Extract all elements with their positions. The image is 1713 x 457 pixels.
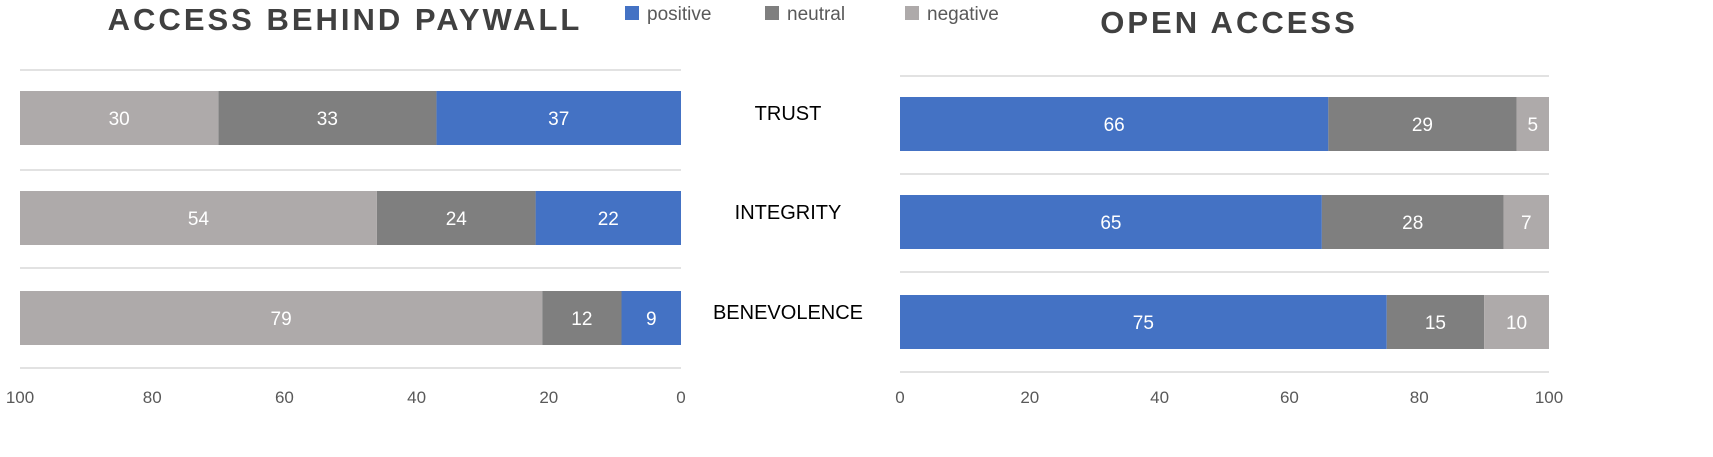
bar-negative-benevolence (1484, 295, 1549, 349)
bar-neutral-benevolence (542, 291, 622, 345)
bar-value-label: 22 (598, 209, 619, 230)
bar-positive-trust (436, 91, 681, 145)
legend-label-neutral: neutral (787, 4, 845, 25)
legend-swatch-negative (905, 6, 919, 20)
bar-value-label: 28 (1402, 213, 1423, 234)
bar-neutral-integrity (376, 191, 536, 245)
bar-negative-trust (1516, 97, 1549, 151)
x-tick-label: 40 (1150, 388, 1169, 407)
bar-value-label: 10 (1506, 313, 1527, 334)
legend-label-negative: negative (927, 4, 999, 25)
bar-positive-benevolence (900, 295, 1387, 349)
x-tick-label: 80 (143, 388, 162, 407)
legend-swatch-neutral (765, 6, 779, 20)
category-label-benevolence: BENEVOLENCE (713, 302, 863, 324)
category-label-integrity: INTEGRITY (735, 202, 842, 224)
panel-title-0: ACCESS BEHIND PAYWALL (108, 2, 583, 37)
category-label-trust: TRUST (755, 103, 822, 125)
bar-positive-benevolence (621, 291, 681, 345)
bar-value-label: 79 (271, 309, 292, 330)
bar-positive-integrity (535, 191, 681, 245)
x-tick-label: 40 (407, 388, 426, 407)
x-tick-label: 80 (1410, 388, 1429, 407)
bar-negative-trust (20, 91, 219, 145)
bar-neutral-trust (1328, 97, 1517, 151)
bar-neutral-trust (218, 91, 437, 145)
legend-label-positive: positive (647, 4, 711, 25)
bar-negative-benevolence (20, 291, 543, 345)
x-tick-label: 60 (275, 388, 294, 407)
bar-value-label: 24 (446, 209, 468, 230)
x-tick-label: 100 (6, 388, 34, 407)
panel-title-1: OPEN ACCESS (1100, 5, 1358, 40)
bar-positive-integrity (900, 195, 1322, 249)
bar-neutral-benevolence (1386, 295, 1485, 349)
x-tick-label: 0 (895, 388, 904, 407)
x-tick-label: 100 (1535, 388, 1563, 407)
bar-negative-integrity (1503, 195, 1549, 249)
x-tick-label: 20 (539, 388, 558, 407)
bar-negative-integrity (20, 191, 377, 245)
bar-value-label: 33 (317, 109, 338, 130)
bar-value-label: 5 (1527, 115, 1538, 136)
x-tick-label: 60 (1280, 388, 1299, 407)
x-tick-label: 0 (676, 388, 685, 407)
bar-value-label: 75 (1133, 313, 1154, 334)
bar-value-label: 12 (571, 309, 592, 330)
bar-value-label: 7 (1521, 213, 1532, 234)
bar-value-label: 15 (1425, 313, 1446, 334)
bar-value-label: 29 (1412, 115, 1433, 136)
x-tick-label: 20 (1020, 388, 1039, 407)
bar-value-label: 9 (646, 309, 657, 330)
legend-swatch-positive (625, 6, 639, 20)
bar-value-label: 65 (1100, 213, 1121, 234)
bar-value-label: 54 (188, 209, 210, 230)
bar-value-label: 37 (548, 109, 569, 130)
bar-positive-trust (900, 97, 1329, 151)
bar-value-label: 66 (1104, 115, 1125, 136)
bar-neutral-integrity (1321, 195, 1504, 249)
bar-value-label: 30 (109, 109, 130, 130)
